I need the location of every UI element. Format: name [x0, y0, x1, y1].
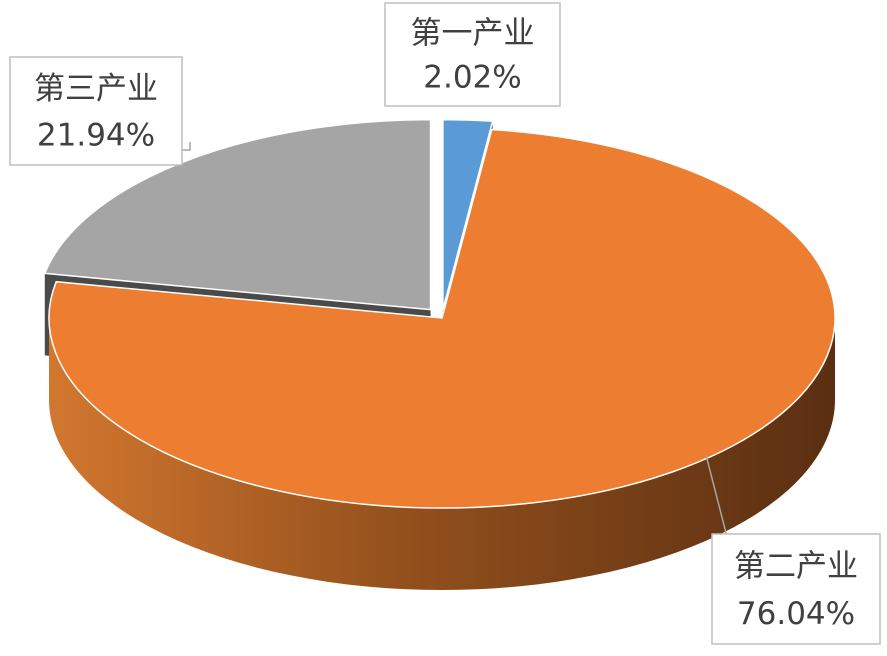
value-label: 21.94%	[37, 117, 155, 153]
rims	[49, 318, 835, 590]
value-label: 2.02%	[423, 60, 521, 96]
leader-line	[182, 142, 191, 151]
value-label: 76.04%	[737, 596, 855, 632]
slice	[442, 118, 494, 310]
label-box	[711, 533, 881, 645]
category-label: 第二产业	[734, 549, 858, 585]
label-box	[384, 2, 561, 107]
labels: 第一产业 2.02% 第二产业 76.04% 第三产业 21.94%	[9, 2, 881, 645]
category-label: 第一产业	[411, 15, 535, 51]
slice	[48, 128, 836, 509]
tops	[43, 118, 836, 509]
category-label: 第三产业	[34, 71, 158, 107]
label-box	[9, 56, 183, 166]
slice-side	[49, 318, 835, 590]
